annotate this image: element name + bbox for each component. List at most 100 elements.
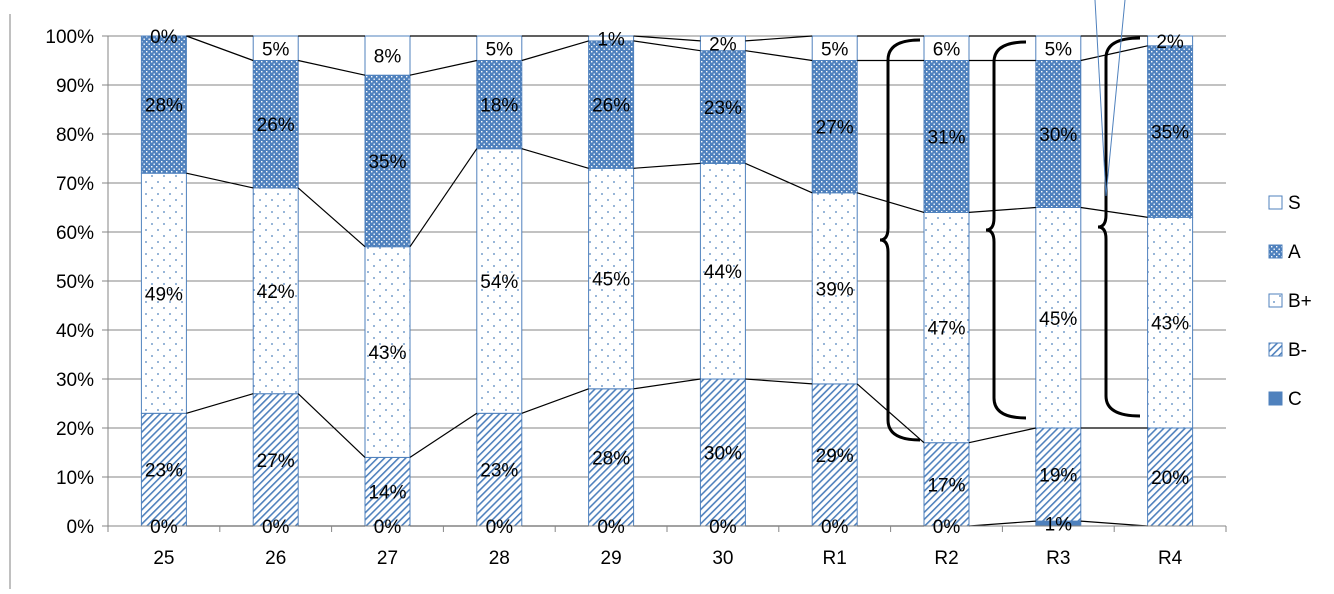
legend-label: A [1288,242,1301,263]
bar-segment-S [1035,35,1082,61]
data-label: 20% [1151,468,1189,489]
y-tick-label: 60% [56,223,94,244]
data-label: 44% [704,262,742,283]
y-tick-label: 0% [67,517,95,538]
series-line [968,427,1036,444]
data-label: 42% [257,282,295,303]
data-label: 47% [927,319,965,340]
bar-segment-Bminus [588,388,635,527]
series-line [1080,45,1148,62]
data-label: 29% [816,446,854,467]
legend-label: B+ [1288,291,1312,312]
data-label: 26% [257,115,295,136]
series-line [633,162,701,169]
data-label: 45% [1039,309,1077,330]
series-line [857,192,925,213]
bar-segment-Bplus [588,167,635,390]
x-tick-label: R4 [1158,548,1183,569]
y-tick-label: 20% [56,419,94,440]
legend-swatch [1268,195,1283,210]
bar-segment-Bminus [1035,427,1082,522]
series-line [745,50,813,62]
bar-segment-S [252,35,299,61]
series-line [297,187,366,248]
bar-segment-A [364,74,411,248]
bar-segment-A [1147,45,1194,218]
bar-segment-Bplus [811,192,858,385]
data-label: 8% [374,47,402,68]
bar-segment-A [699,50,746,164]
series-line [297,393,366,458]
data-label: 1% [1045,515,1073,536]
data-label: 26% [592,96,630,117]
series-line [745,162,813,194]
data-label: 1% [597,29,625,50]
bar-segment-Bminus [811,383,858,527]
data-label: 5% [1045,39,1073,60]
series-line [186,393,254,414]
series-line [409,59,477,76]
data-label: 30% [1039,125,1077,146]
bar-segment-Bplus [699,162,746,380]
series-line [968,520,1036,527]
x-tick-label: 26 [265,548,286,569]
data-label: 18% [480,96,518,117]
bar-segment-A [1035,60,1082,208]
legend-label: S [1288,193,1301,214]
series-line [521,388,589,414]
data-label: 0% [486,517,514,538]
x-tick-label: R3 [1046,548,1070,569]
data-label: 0% [709,517,737,538]
series-line [521,40,589,62]
bar-segment-S [1147,35,1194,47]
legend-label: B- [1288,340,1307,361]
bar-segment-S [923,35,970,61]
data-label: 0% [597,517,625,538]
data-label: 35% [368,152,406,173]
data-label: 0% [933,517,961,538]
series-line [1080,520,1148,527]
bar-segment-S [476,35,523,61]
bar-segment-Bplus [140,172,187,414]
x-tick-label: 29 [601,548,622,569]
brace-annotation [1097,36,1141,418]
data-label: 17% [927,475,965,496]
data-label: 45% [592,270,630,291]
legend-label: C [1288,389,1302,410]
callout-pointer [1105,0,1126,197]
y-tick-label: 40% [56,321,94,342]
x-tick-label: 27 [377,548,398,569]
bar-segment-Bplus [1147,216,1194,429]
data-label: 5% [262,39,290,60]
bar-segment-Bplus [476,148,523,414]
bar-segment-A [140,35,187,174]
series-line [633,35,701,42]
y-tick-label: 80% [56,125,94,146]
series-line [186,35,254,62]
series-line [633,378,701,390]
callout-pointer [1094,0,1107,197]
series-line [409,412,478,458]
x-tick-label: 30 [712,548,733,569]
data-label: 0% [821,517,849,538]
series-line [1080,206,1148,218]
x-tick-label: R2 [934,548,958,569]
bar-segment-S [364,35,411,76]
data-label: 2% [1156,32,1184,53]
legend-swatch [1268,342,1283,357]
data-label: 31% [927,127,965,148]
y-tick-label: 30% [56,370,94,391]
data-label: 54% [480,272,518,293]
data-label: 0% [374,517,402,538]
series-line [968,206,1036,213]
legend-swatch [1268,293,1283,308]
series-line [745,378,813,385]
bar-segment-A [476,60,523,150]
bar-segment-Bminus [1147,427,1194,527]
data-label: 0% [150,517,178,538]
data-label: 23% [704,98,742,119]
data-label: 23% [480,461,518,482]
y-tick-label: 10% [56,468,94,489]
